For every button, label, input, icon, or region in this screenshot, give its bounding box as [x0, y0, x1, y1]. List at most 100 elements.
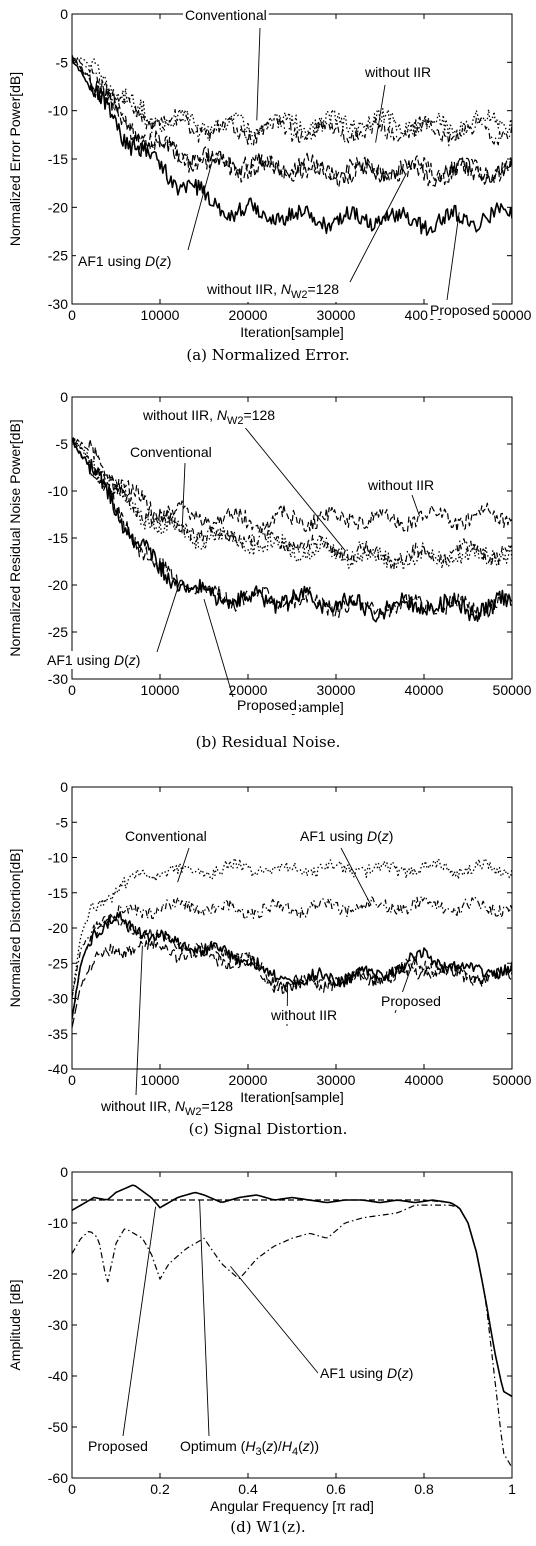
annotation-leader [199, 1200, 210, 1437]
chart-panel: 0 10000 20000 30000 40000 50000 0 -5 -10 -15 -20 -2… [0, 0, 536, 385]
annotation-label: without IIR, NW2=128 [142, 407, 275, 427]
y-tick-label: 0 [60, 779, 68, 795]
y-tick-label: -20 [48, 1266, 68, 1282]
y-tick-label: -10 [48, 483, 68, 499]
series-line [72, 911, 512, 1019]
annotation-label: Proposed [88, 1438, 148, 1454]
plot-frame [71, 13, 513, 305]
annotation-label: without IIR [367, 477, 434, 493]
x-tick-label: 20000 [229, 682, 268, 698]
series-line [72, 1184, 512, 1398]
annotation-label: Proposed [430, 302, 490, 318]
y-tick-label: -35 [48, 1026, 68, 1042]
x-tick-label: 0 [68, 682, 76, 698]
x-axis-label: Iteration[sample] [240, 1089, 344, 1105]
x-tick-label: 50000 [493, 682, 532, 698]
x-tick-label: 0 [68, 1072, 76, 1088]
annotation-bg [318, 1364, 416, 1382]
annotation-leader [156, 580, 181, 653]
annotation-bg [365, 476, 437, 494]
annotation-bg [128, 443, 214, 461]
x-tick-label: 30000 [317, 307, 356, 323]
annotation-bg [45, 651, 143, 669]
series-line [72, 938, 512, 1028]
annotation-label: AF1 using D(z) [47, 652, 140, 668]
y-tick-label: -5 [56, 436, 69, 452]
y-tick-label: -5 [56, 54, 69, 70]
annotation-label: AF1 using D(z) [320, 1365, 413, 1381]
y-tick-label: -5 [56, 814, 69, 830]
chart-panel: 0 10000 20000 30000 40000 50000 0 -5 -10 -15 -20 -2… [0, 385, 536, 775]
y-tick-label: -40 [48, 1368, 68, 1384]
x-tick-label: 50000 [493, 307, 532, 323]
figure-caption: (a) Normalized Error. [186, 346, 350, 364]
annotation-leader [230, 1266, 319, 1374]
x-tick-label: 10000 [141, 1072, 180, 1088]
x-tick-label: 20000 [229, 307, 268, 323]
annotation-bg [140, 406, 278, 428]
annotation-bg [123, 827, 209, 845]
annotation-label: Conventional [130, 444, 212, 460]
series-line [72, 440, 512, 623]
y-tick-label: -15 [48, 885, 68, 901]
y-tick-label: -30 [48, 671, 68, 687]
x-tick-label: 30000 [317, 1072, 356, 1088]
x-tick-label: 0.8 [414, 1481, 434, 1497]
series-group [72, 436, 512, 623]
chart-svg: 0 10000 20000 30000 40000 500000-5-10-15-20-2… [7, 779, 532, 1119]
annotation-leader [203, 598, 234, 698]
annotation-bg [76, 252, 174, 270]
y-tick-label: -30 [48, 1317, 68, 1333]
annotation-label: without IIR [364, 64, 431, 80]
annotation-leader [122, 1206, 157, 1437]
annotation-label: Conventional [125, 828, 207, 844]
series-line [72, 437, 512, 535]
annotation-bg [183, 6, 269, 24]
series-line [72, 56, 512, 187]
x-axis-label: Iteration[sample] [240, 324, 344, 340]
annotation-leader [135, 945, 143, 1096]
y-tick-label: -50 [48, 1419, 68, 1435]
annotation-leader [256, 27, 261, 121]
x-tick-label: 20000 [229, 1072, 268, 1088]
y-tick-label: -25 [48, 955, 68, 971]
series-line [72, 55, 512, 147]
chart-svg: 0 10000 20000 30000 40000 500000-5-10-15-20-2… [7, 389, 532, 715]
x-tick-label: 30000 [317, 682, 356, 698]
y-tick-label: -25 [48, 624, 68, 640]
annotation-bg [235, 696, 299, 714]
annotation-bg [178, 1437, 322, 1459]
y-tick-label: 0 [60, 389, 68, 405]
y-tick-label: -10 [48, 103, 68, 119]
y-tick-label: -20 [48, 920, 68, 936]
x-tick-label: 50000 [493, 1072, 532, 1088]
plot-frame [71, 1171, 513, 1479]
y-tick-label: -30 [48, 991, 68, 1007]
annotation-label: Proposed [381, 993, 441, 1009]
x-tick-label: 1 [508, 1481, 516, 1497]
y-tick-label: -25 [48, 248, 68, 264]
series-line [72, 1204, 512, 1469]
series-line [72, 857, 512, 999]
y-tick-label: -15 [48, 151, 68, 167]
figure-caption: (c) Signal Distortion. [188, 1120, 348, 1138]
x-tick-label: 10000 [141, 682, 180, 698]
y-axis-label: Normalized Error Power[dB] [7, 72, 23, 246]
annotation-label: AF1 using D(z) [300, 828, 393, 844]
annotation-bg [428, 301, 492, 319]
x-tick-label: 0.6 [326, 1481, 346, 1497]
annotation-leader [242, 424, 346, 551]
chart-svg: 0 10000 20000 30000 40000 500000-5-10-15-20-2… [7, 6, 532, 340]
annotation-leader [340, 847, 372, 906]
annotation-label: Optimum (H3(z)/H4(z)) [180, 1438, 319, 1458]
plot-frame [71, 786, 513, 1070]
annotation-leader [177, 847, 190, 883]
annotation-leader [187, 158, 214, 251]
annotation-bg [268, 1006, 340, 1024]
y-tick-label: -20 [48, 199, 68, 215]
annotation-bg [86, 1437, 150, 1455]
y-tick-label: -40 [48, 1061, 68, 1077]
annotation-bg [379, 992, 443, 1010]
series-group [72, 54, 512, 236]
x-tick-label: 40000 [405, 1072, 444, 1088]
